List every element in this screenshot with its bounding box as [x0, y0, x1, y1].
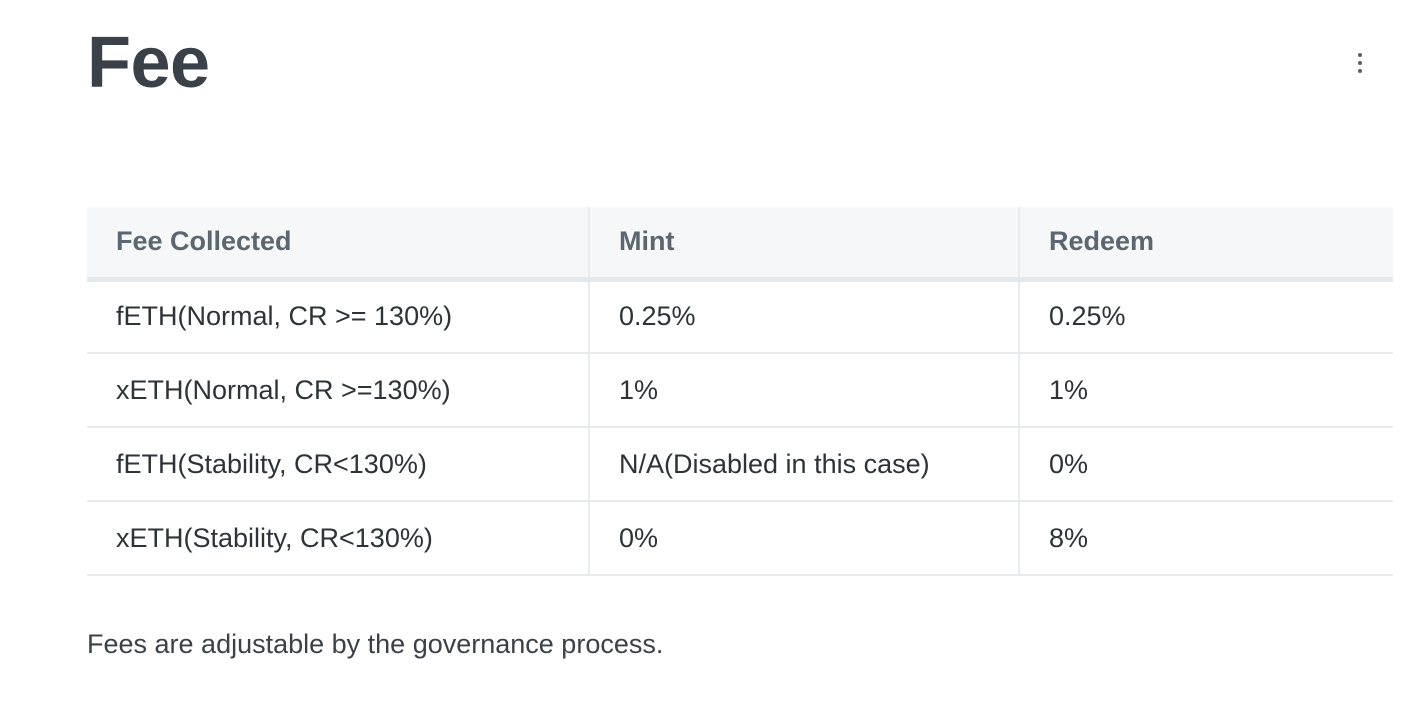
table-cell-mint: 0%	[588, 501, 1019, 576]
table-cell-mint: 0.25%	[588, 279, 1019, 354]
more-options-icon[interactable]	[1346, 46, 1374, 80]
column-header-redeem: Redeem	[1018, 207, 1393, 282]
fee-table: Fee Collected Mint Redeem fETH(Normal, C…	[87, 207, 1393, 576]
table-cell-mint: 1%	[588, 353, 1019, 428]
table-cell-redeem: 8%	[1018, 501, 1393, 576]
table-cell-fee-collected: xETH(Normal, CR >=130%)	[87, 353, 589, 428]
table-cell-fee-collected: fETH(Stability, CR<130%)	[87, 427, 589, 502]
table-cell-fee-collected: xETH(Stability, CR<130%)	[87, 501, 589, 576]
table-cell-mint: N/A(Disabled in this case)	[588, 427, 1019, 502]
dot	[1358, 69, 1362, 73]
table-header-row: Fee Collected Mint Redeem	[87, 207, 1393, 282]
table-row: xETH(Stability, CR<130%) 0% 8%	[87, 501, 1393, 576]
column-header-fee-collected: Fee Collected	[87, 207, 589, 282]
table-row: fETH(Normal, CR >= 130%) 0.25% 0.25%	[87, 279, 1393, 354]
page-title: Fee	[87, 23, 210, 103]
table-cell-fee-collected: fETH(Normal, CR >= 130%)	[87, 279, 589, 354]
table-row: xETH(Normal, CR >=130%) 1% 1%	[87, 353, 1393, 428]
table-row: fETH(Stability, CR<130%) N/A(Disabled in…	[87, 427, 1393, 502]
dot	[1358, 53, 1362, 57]
column-header-mint: Mint	[588, 207, 1019, 282]
table-cell-redeem: 0.25%	[1018, 279, 1393, 354]
table-cell-redeem: 0%	[1018, 427, 1393, 502]
dot	[1358, 61, 1362, 65]
footnote: Fees are adjustable by the governance pr…	[87, 629, 664, 659]
table-cell-redeem: 1%	[1018, 353, 1393, 428]
